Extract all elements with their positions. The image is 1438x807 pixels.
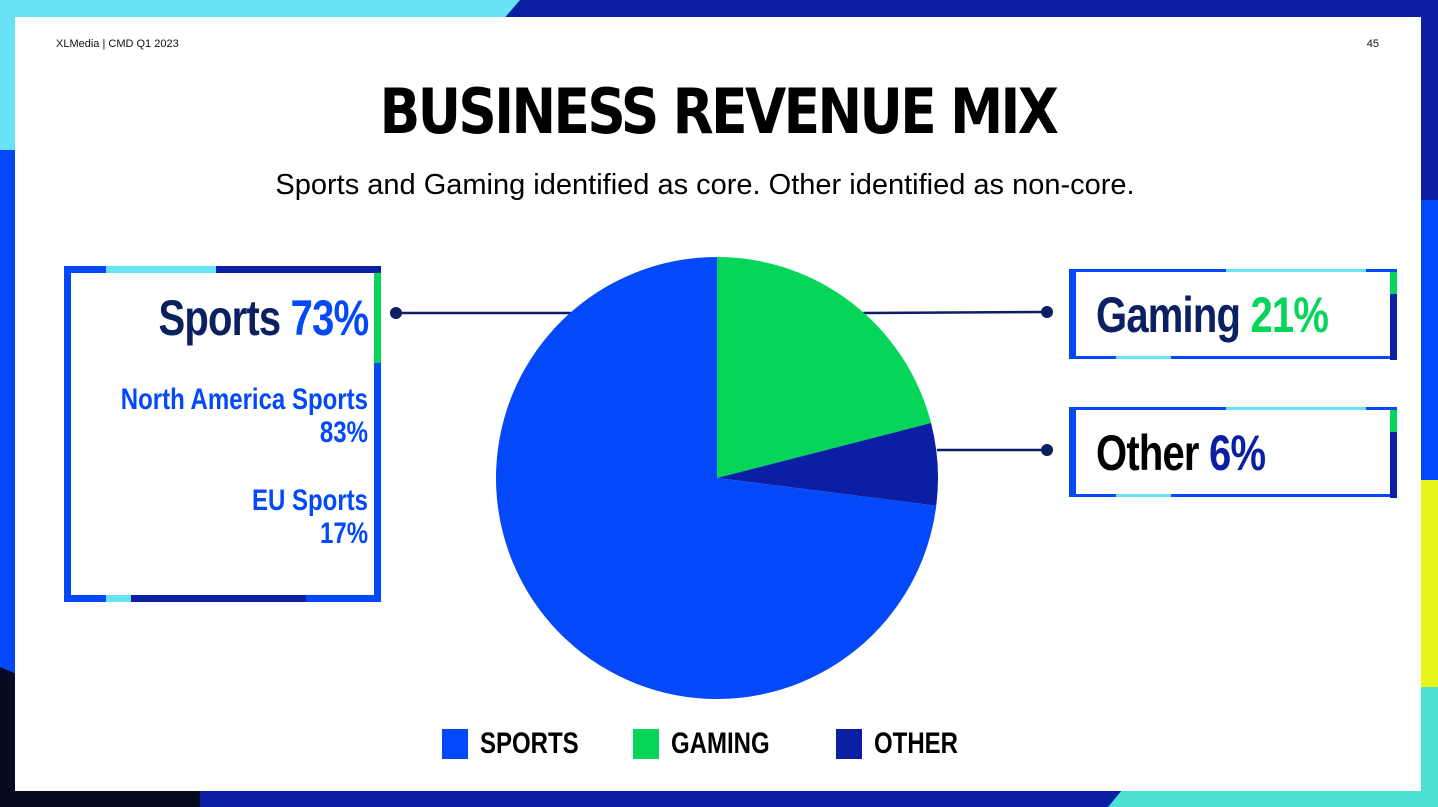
legend-swatch-gaming — [633, 729, 659, 759]
eu-sports-value: 17% — [319, 517, 368, 550]
slide-header-source: XLMedia | CMD Q1 2023 — [56, 38, 179, 50]
north-america-sports-value: 83% — [319, 416, 368, 449]
legend-label-gaming: GAMING — [671, 727, 770, 760]
sports-label: Sports — [158, 290, 281, 346]
other-callout-box: Other 6% — [1069, 407, 1397, 498]
connector-dot-gaming — [1041, 306, 1053, 318]
other-share-label: Other 6% — [1096, 424, 1266, 482]
pie-slice-sports — [496, 257, 937, 699]
north-america-sports-name: North America Sports — [120, 383, 368, 416]
callout-connectors — [390, 306, 1053, 456]
legend-label-other: OTHER — [874, 727, 958, 760]
chart-legend: SPORTS GAMING OTHER — [15, 725, 1421, 765]
gaming-share-label: Gaming 21% — [1096, 286, 1329, 344]
slide: XLMedia | CMD Q1 2023 45 BUSINESS REVENU… — [15, 17, 1421, 791]
legend-label-sports: SPORTS — [480, 727, 579, 760]
slide-subtitle: Sports and Gaming identified as core. Ot… — [275, 169, 1135, 201]
other-value: 6% — [1209, 425, 1266, 481]
pie-slice-gaming — [717, 257, 932, 478]
connector-dot-other — [1041, 444, 1053, 456]
connector-gaming — [862, 310, 1048, 315]
page-number: 45 — [1366, 38, 1379, 50]
gaming-value: 21% — [1250, 287, 1329, 343]
connector-dot-sports — [390, 307, 402, 319]
slide-title: BUSINESS REVENUE MIX — [379, 75, 1059, 148]
pie-slice-other — [717, 423, 938, 506]
gaming-label: Gaming — [1096, 287, 1241, 343]
sports-callout-box: Sports 73% North America Sports 83% EU S… — [64, 266, 381, 602]
legend-swatch-other — [836, 729, 862, 759]
revenue-pie-chart — [390, 257, 1053, 699]
legend-swatch-sports — [442, 729, 468, 759]
gaming-callout-box: Gaming 21% — [1069, 269, 1397, 360]
pie-slices — [496, 257, 938, 699]
north-america-sports-label: North America Sports 83% — [121, 383, 368, 449]
other-label: Other — [1096, 425, 1199, 481]
eu-sports-name: EU Sports — [251, 484, 368, 517]
eu-sports-label: EU Sports 17% — [252, 484, 368, 550]
sports-share-label: Sports 73% — [158, 289, 369, 347]
sports-value: 73% — [290, 290, 368, 346]
